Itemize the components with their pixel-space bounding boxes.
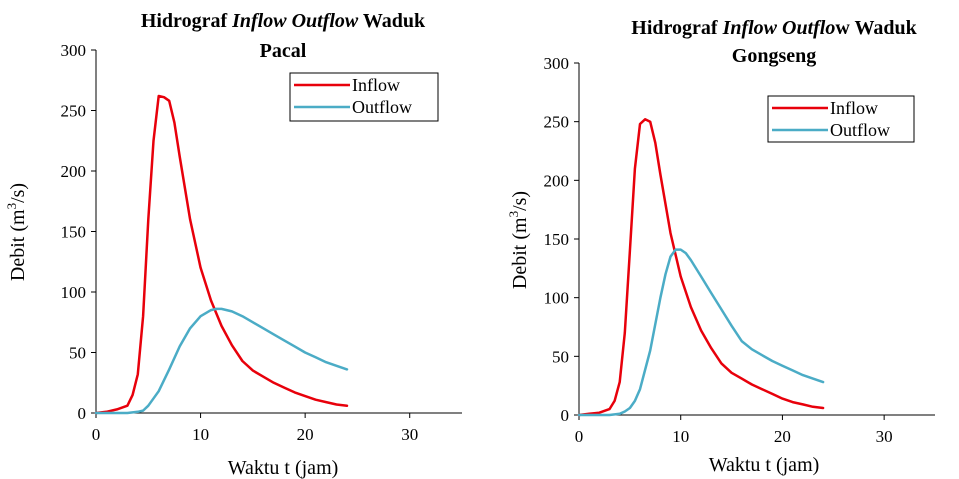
y-axis-label-superscript: 3 (4, 203, 19, 210)
legend-label-inflow: Inflow (352, 75, 400, 95)
x-tick-label: 10 (672, 427, 689, 446)
y-tick-label: 300 (544, 54, 570, 73)
y-tick-label: 300 (61, 41, 87, 60)
y-tick-label: 150 (544, 230, 570, 249)
y-tick-label: 200 (544, 171, 570, 190)
y-axis-label-superscript: 3 (506, 211, 521, 218)
chart-title: Hidrograf Inflow Outflow Waduk (631, 17, 917, 39)
y-tick-label: 200 (61, 162, 87, 181)
chart-title-part: Inflow Outflow (231, 10, 359, 32)
series-line-inflow (577, 118, 825, 417)
legend-box (289, 72, 439, 122)
x-tick-label: 20 (297, 425, 314, 444)
chart-title-part: Inflow Outflo (722, 17, 836, 39)
chart-title-part: Waduk (358, 10, 426, 32)
x-tick-label: 0 (575, 427, 584, 446)
y-tick-label: 100 (61, 283, 87, 302)
x-tick-label: 10 (192, 425, 209, 444)
series-line-outflow (577, 248, 825, 417)
series-line-outflow (94, 307, 349, 415)
x-tick-label: 30 (401, 425, 418, 444)
y-axis-label-tail: /s) (7, 183, 29, 203)
x-tick-label: 0 (92, 425, 101, 444)
legend-box (767, 95, 915, 143)
legend-label-inflow: Inflow (830, 98, 878, 118)
x-tick-label: 30 (876, 427, 893, 446)
legend-label-outflow: Outflow (830, 120, 890, 140)
y-tick-label: 150 (61, 223, 87, 242)
y-axis-label-tail: /s) (509, 191, 531, 211)
chart-title-part: Hidrograf (141, 10, 232, 32)
y-tick-label: 100 (544, 289, 570, 308)
chart-title-line2: Gongseng (732, 45, 816, 67)
y-axis-label-main: Debit (m (7, 209, 29, 281)
y-tick-label: 0 (561, 406, 570, 425)
y-tick-label: 250 (544, 113, 570, 132)
y-axis-label: Debit (m3/s) (4, 183, 29, 281)
y-axis-label-main: Debit (m (509, 217, 531, 289)
x-axis-label: Waktu t (jam) (709, 454, 820, 476)
y-tick-label: 0 (78, 404, 87, 423)
chart-title-line2: Pacal (260, 40, 307, 62)
x-tick-label: 20 (774, 427, 791, 446)
y-tick-label: 50 (552, 347, 569, 366)
chart-title-part: w Waduk (835, 17, 917, 39)
chart-panel: Hidrograf Inflow Outflow Waduk Gongseng 0 5… (506, 17, 935, 476)
x-axis-label: Waktu t (jam) (228, 457, 339, 479)
y-tick-label: 50 (69, 344, 86, 363)
chart-panel: Hidrograf Inflow Outflow Waduk Pacal 0 50 10… (4, 10, 462, 479)
series-line-inflow (94, 94, 349, 415)
legend-label-outflow: Outflow (352, 97, 412, 117)
y-axis-label: Debit (m3/s) (506, 191, 531, 289)
chart-title-part: Hidrograf (631, 17, 722, 39)
chart-title: Hidrograf Inflow Outflow Waduk (141, 10, 426, 32)
y-tick-label: 250 (61, 102, 87, 121)
